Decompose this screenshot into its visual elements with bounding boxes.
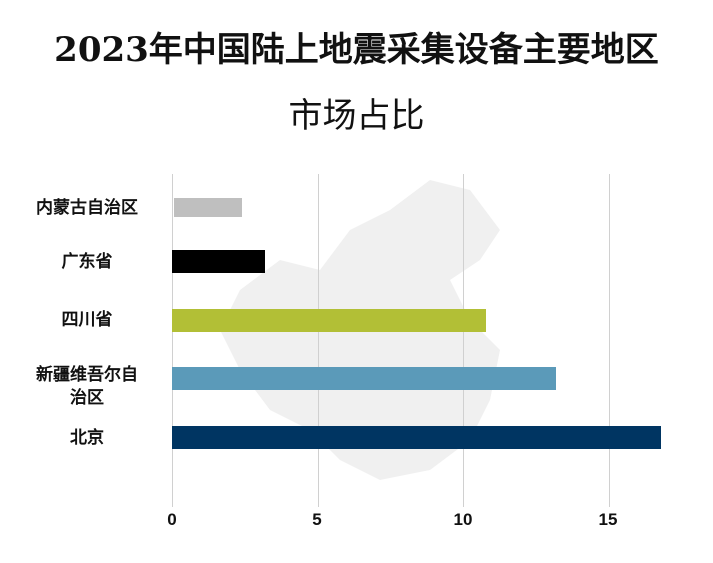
x-tick-label: 15	[598, 510, 618, 529]
category-label: 内蒙古自治区	[36, 198, 138, 218]
x-tick-label: 10	[453, 510, 473, 529]
gridline	[608, 174, 610, 507]
category-label: 新疆维吾尔自	[36, 365, 138, 385]
bar	[172, 309, 487, 332]
gridline	[463, 174, 464, 507]
category-label: 广东省	[61, 252, 113, 272]
bar	[172, 250, 266, 273]
bar	[174, 198, 242, 217]
gridline	[172, 174, 173, 507]
category-label: 治区	[70, 388, 104, 408]
gridline	[317, 174, 319, 507]
category-label: 四川省	[61, 310, 113, 330]
china-map-watermark-icon	[220, 180, 500, 480]
chart-title-line2: 市场占比	[288, 96, 425, 136]
bar	[172, 367, 557, 390]
bar	[172, 426, 661, 449]
x-tick-label: 0	[167, 510, 177, 529]
chart-title-line1: 2023年中国陆上地震采集设备主要地区	[54, 30, 659, 70]
category-label: 北京	[70, 428, 104, 448]
x-tick-label: 5	[312, 510, 322, 529]
